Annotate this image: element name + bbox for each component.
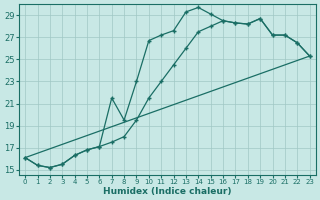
X-axis label: Humidex (Indice chaleur): Humidex (Indice chaleur) (103, 187, 232, 196)
